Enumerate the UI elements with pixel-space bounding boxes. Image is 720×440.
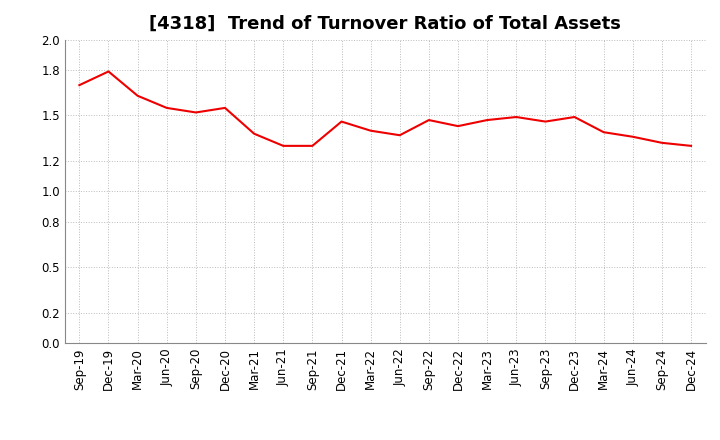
Title: [4318]  Trend of Turnover Ratio of Total Assets: [4318] Trend of Turnover Ratio of Total … <box>149 15 621 33</box>
